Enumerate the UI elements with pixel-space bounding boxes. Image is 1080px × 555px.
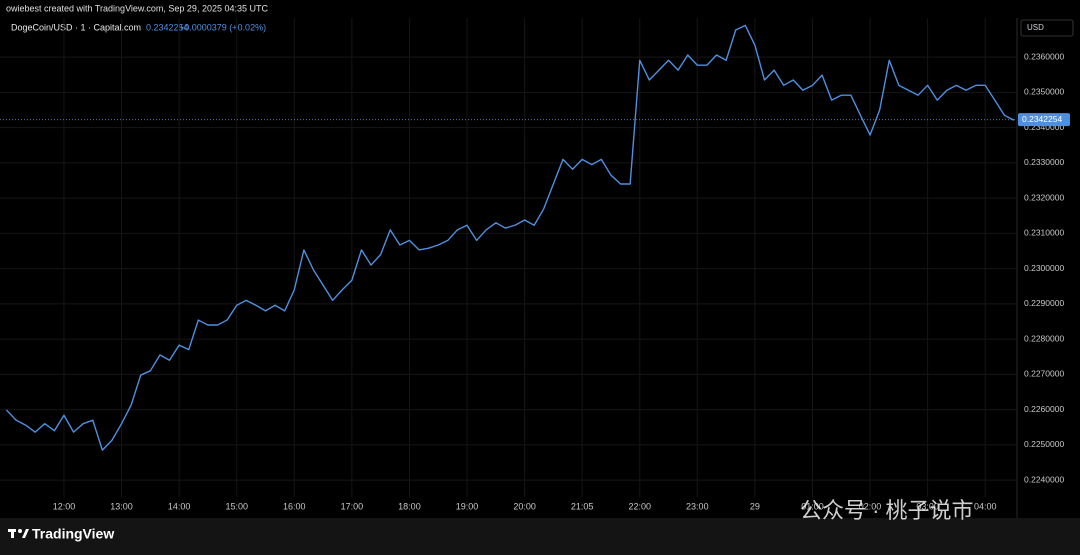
y-tick-label: 0.2290000 [1024,298,1064,308]
x-tick-label: 22:00 [628,501,651,511]
footer-bar [0,518,1080,555]
x-tick-label: 13:00 [110,501,133,511]
symbol: DogeCoin/USD · 1 · Capital.com [11,22,141,32]
x-tick-label: 04:00 [974,501,997,511]
x-tick-label: 15:00 [225,501,248,511]
x-tick-label: 02:00 [859,501,882,511]
y-tick-label: 0.2350000 [1024,87,1064,97]
y-tick-label: 0.2260000 [1024,404,1064,414]
price-line [5,24,1015,451]
x-tick-label: 18:00 [398,501,421,511]
grid [0,18,1017,497]
x-tick-label: 01:00 [801,501,824,511]
watermark: 公众号 · 桃子说市 [800,498,974,523]
logo-part [18,529,22,533]
x-tick-label: 20:00 [513,501,536,511]
y-tick-label: 0.2330000 [1024,157,1064,167]
currency-box [1020,19,1074,37]
y-tick-label: 0.2250000 [1024,439,1064,449]
y-tick-label: 0.2340000 [1024,122,1064,132]
y-tick-label: 0.2270000 [1024,369,1064,379]
x-tick-label: 12:00 [53,501,76,511]
change: +0.0000379 (+0.02%) [179,22,266,32]
y-tick-label: 0.2240000 [1024,474,1064,484]
currency: USD [1027,23,1044,32]
x-tick-label: 16:00 [283,501,306,511]
y-tick-label: 0.2320000 [1024,192,1064,202]
logo-part [11,529,14,538]
brand: TradingView [32,526,114,542]
credit: owiebest created with TradingView.com, S… [6,3,268,13]
y-tick-label: 0.2360000 [1024,51,1064,61]
logo [8,529,29,538]
x-tick-label: 19:00 [456,501,479,511]
y-tick-label: 0.2280000 [1024,333,1064,343]
x-tick-label: 23:00 [686,501,709,511]
x-tick-label: 17:00 [341,501,364,511]
y-tick-label: 0.2300000 [1024,263,1064,273]
y-tick-label: 0.2310000 [1024,228,1064,238]
last-price-box [1018,113,1070,127]
x-tick-label: 29 [750,501,760,511]
last-price-label: 0.2342254 [1022,114,1062,124]
x-tick-label: 21:05 [571,501,594,511]
price: 0.2342254 [146,22,189,32]
x-tick-label: 03:00 [916,501,939,511]
x-tick-label: 14:00 [168,501,191,511]
logo-part [22,529,29,538]
